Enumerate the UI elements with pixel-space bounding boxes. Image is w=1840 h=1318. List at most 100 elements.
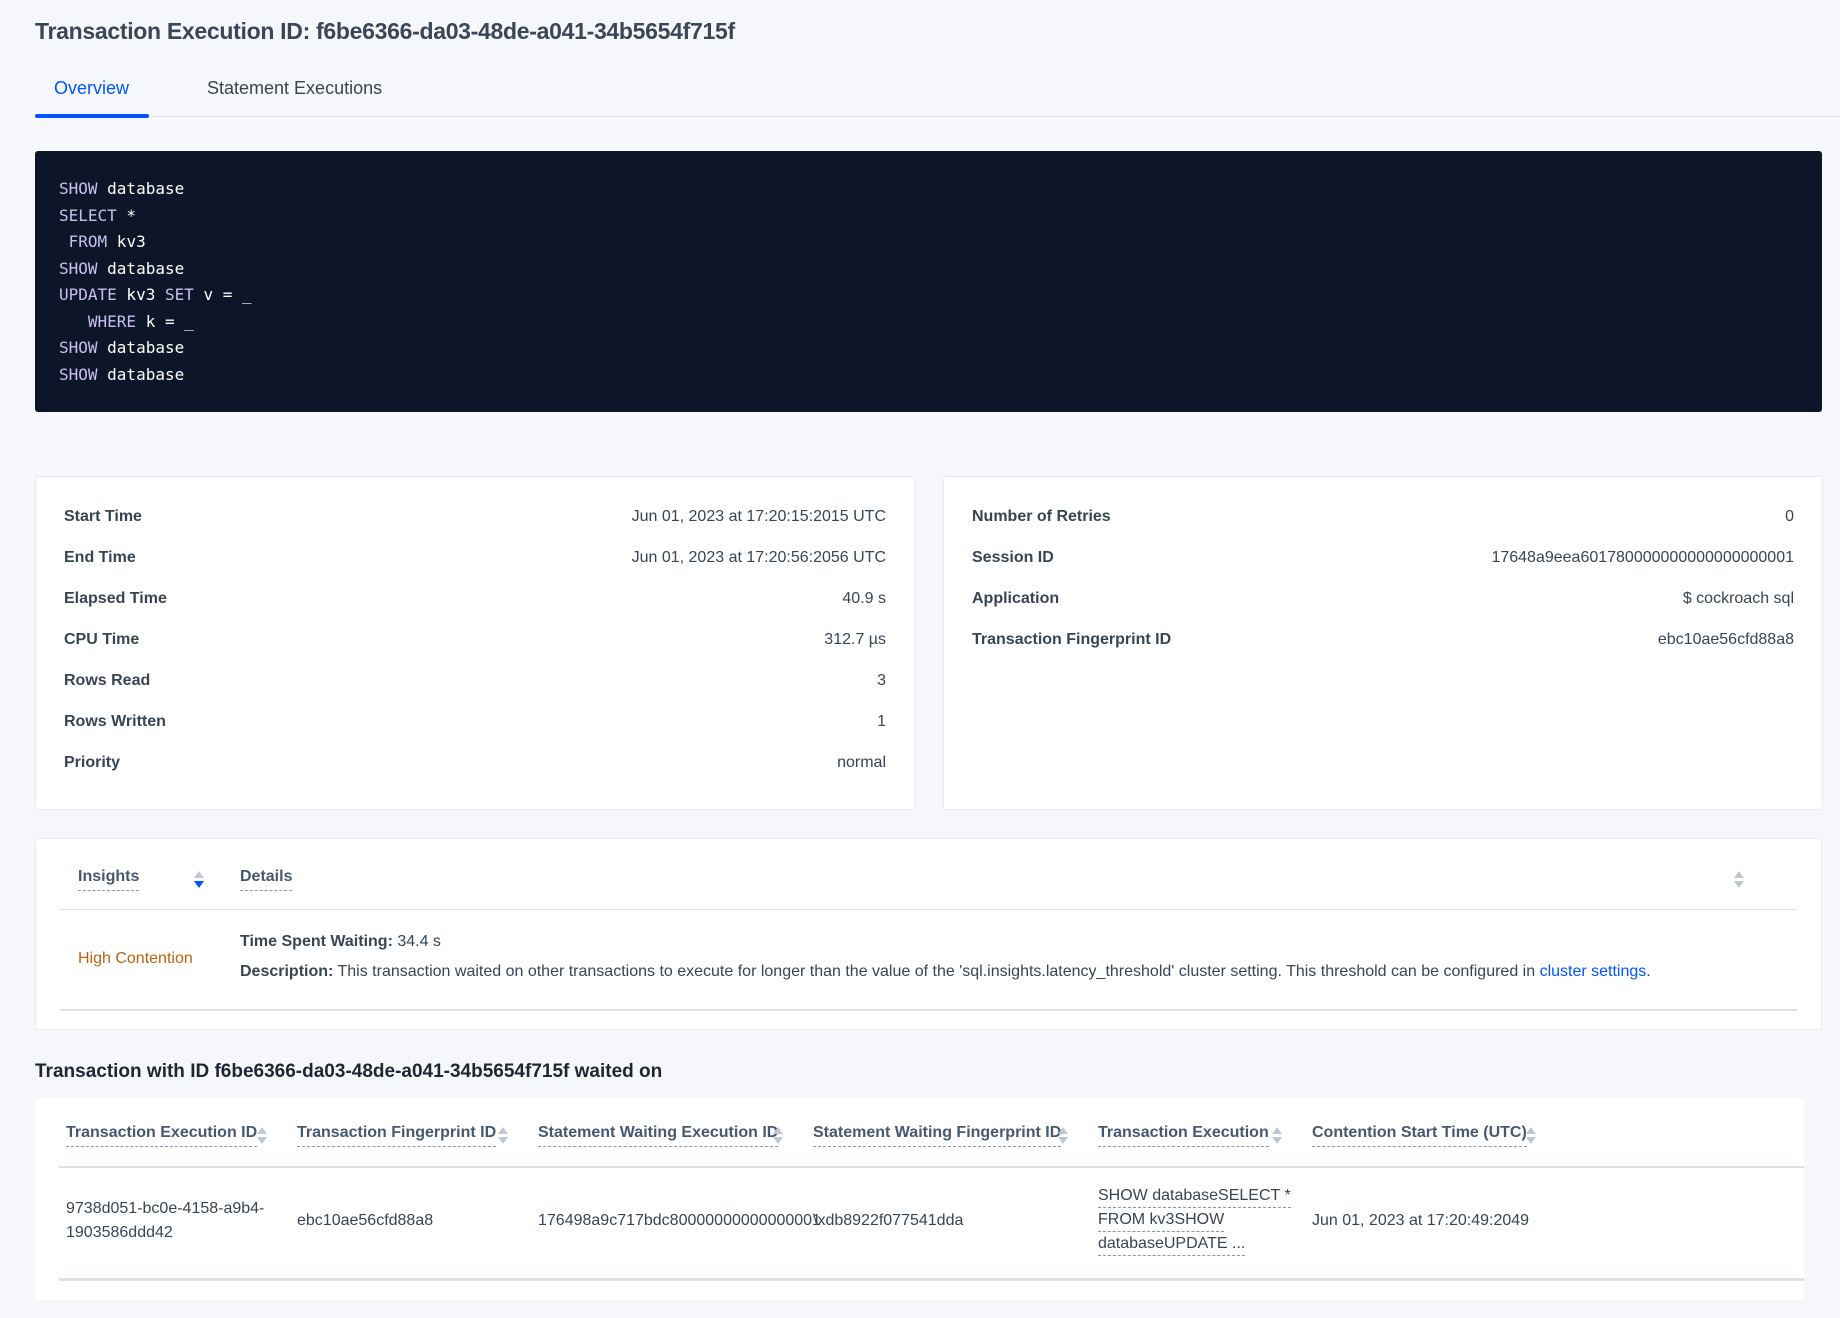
sort-icon[interactable] (194, 871, 204, 889)
sql-keyword: SHOW (59, 338, 98, 357)
summary-value: Jun 01, 2023 at 17:20:56:2056 UTC (631, 549, 886, 566)
column-header[interactable]: Contention Start Time (UTC) (1312, 1124, 1527, 1147)
sql-keyword: SET (164, 285, 194, 304)
summary-value: $ cockroach sql (1682, 590, 1794, 607)
summary-label: Elapsed Time (64, 590, 167, 607)
summary-row: Transaction Fingerprint ID ebc10ae56cfd88… (972, 631, 1794, 649)
sql-keyword: WHERE (59, 311, 137, 331)
insights-card: Insights Details High Contention Time Sp… (35, 838, 1822, 1030)
summary-row: Elapsed Time 40.9 s (64, 590, 886, 608)
sql-text: database (97, 179, 185, 198)
sql-text: database (97, 258, 185, 278)
divider (59, 1166, 1804, 1168)
insights-header[interactable]: Insights (78, 868, 140, 891)
transaction-execution-query[interactable]: SHOW databaseSELECT * (1098, 1185, 1291, 1208)
active-tab-indicator (35, 114, 149, 118)
sql-line: SHOW database (59, 362, 1798, 389)
cluster-settings-link[interactable]: cluster settings (1539, 963, 1647, 980)
summary-label: Session ID (972, 549, 1054, 566)
column-header[interactable]: Transaction Execution ID (66, 1124, 258, 1147)
sort-icon[interactable] (773, 1127, 783, 1145)
column-header[interactable]: Statement Waiting Fingerprint ID (813, 1124, 1062, 1147)
waited-on-table: Transaction Execution ID Transaction Fing… (35, 1098, 1804, 1300)
transaction-execution-id: 9738d051-bc0e-4158-a9b4-1903586ddd42 (66, 1200, 265, 1241)
summary-label: CPU Time (64, 631, 140, 648)
sql-text: database (97, 338, 185, 357)
sql-keyword: UPDATE (59, 285, 117, 304)
details-header[interactable]: Details (240, 868, 293, 891)
summary-row: Number of Retries 0 (972, 508, 1794, 526)
transaction-fingerprint-id: ebc10ae56cfd88a8 (297, 1212, 434, 1229)
insight-type: High Contention (78, 950, 193, 967)
column-header[interactable]: Statement Waiting Execution ID (538, 1124, 779, 1147)
tab-statement-executions[interactable]: Statement Executions (207, 78, 383, 98)
sql-keyword: SHOW (59, 364, 98, 384)
statement-waiting-fingerprint-id: \xdb8922f077541dda (813, 1212, 964, 1229)
column-header[interactable]: Transaction Execution (1098, 1124, 1269, 1147)
fingerprint-link[interactable]: ebc10ae56cfd88a8 (1657, 631, 1794, 648)
sql-code-block: SHOW database SELECT * FROM kv3 SHOW datab… (35, 151, 1822, 412)
divider (59, 1278, 1804, 1281)
summary-value: 312.7 µs (824, 631, 886, 648)
summary-value: normal (837, 754, 886, 771)
sort-icon[interactable] (1272, 1127, 1282, 1145)
summary-label: Rows Read (64, 672, 151, 689)
sort-icon[interactable] (1526, 1127, 1536, 1145)
summary-value: 40.9 s (842, 590, 886, 607)
sql-line: WHERE k = _ (59, 309, 1798, 336)
sort-icon[interactable] (498, 1127, 508, 1145)
tab-bar: Overview Statement Executions (35, 72, 1840, 118)
description-text: This transaction waited on other transac… (333, 963, 1540, 980)
description-label: Description: (240, 963, 334, 980)
sort-icon[interactable] (1058, 1127, 1068, 1145)
summary-label: Rows Written (64, 713, 166, 730)
summary-row: Rows Written 1 (64, 713, 886, 731)
summary-card-left: Start Time Jun 01, 2023 at 17:20:15:2015 … (35, 476, 915, 810)
sort-icon[interactable] (257, 1127, 267, 1145)
column-header[interactable]: Transaction Fingerprint ID (297, 1124, 497, 1147)
waited-on-heading: Transaction with ID f6be6366-da03-48de-a… (35, 1061, 663, 1082)
sql-line: SELECT * (59, 203, 1798, 230)
insight-description: Description: This transaction waited on … (240, 960, 1651, 984)
summary-row: Start Time Jun 01, 2023 at 17:20:15:2015 … (64, 508, 886, 526)
sql-text: kv3 (107, 232, 146, 251)
summary-label: Transaction Fingerprint ID (972, 631, 1172, 648)
summary-row: End Time Jun 01, 2023 at 17:20:56:2056 UT… (64, 549, 886, 567)
statement-waiting-execution-id: 176498a9c717bdc80000000000000001 (538, 1212, 821, 1229)
summary-value: Jun 01, 2023 at 17:20:15:2015 UTC (631, 508, 886, 525)
sql-text: database (97, 364, 185, 384)
summary-row: Application $ cockroach sql (972, 590, 1794, 608)
tab-overview[interactable]: Overview (54, 78, 130, 98)
time-label: Time Spent Waiting: (240, 933, 393, 950)
sql-line: FROM kv3 (59, 229, 1798, 256)
sql-text: * (116, 205, 137, 225)
summary-row: Rows Read 3 (64, 672, 886, 690)
sql-line: SHOW database (59, 176, 1798, 203)
divider (60, 1009, 1797, 1011)
sql-text: k = _ (136, 311, 194, 331)
sql-line: UPDATE kv3 SET v = _ (59, 282, 1798, 309)
sql-line: SHOW database (59, 335, 1798, 362)
sql-keyword: SHOW (59, 179, 98, 198)
time-value: 34.4 s (392, 933, 441, 950)
sql-text: kv3 (116, 285, 165, 304)
sql-keyword: FROM (59, 232, 108, 251)
summary-card-right: Number of Retries 0 Session ID 17648a9eea60… (943, 476, 1823, 810)
page-title: Transaction Execution ID: f6be6366-da03-… (35, 18, 735, 44)
description-end: . (1646, 963, 1651, 980)
summary-row: Priority normal (64, 754, 886, 772)
sort-icon[interactable] (1734, 871, 1744, 889)
summary-label: End Time (64, 549, 136, 566)
summary-row: Session ID 17648a9eea60178000000000000000… (972, 549, 1794, 567)
summary-value: 17648a9eea601780000000000000000001 (1491, 549, 1794, 566)
sql-line: SHOW database (59, 256, 1798, 283)
summary-label: Number of Retries (972, 508, 1111, 525)
summary-value: 3 (877, 672, 886, 689)
transaction-execution-query[interactable]: FROM kv3SHOW (1098, 1209, 1225, 1232)
transaction-execution-query[interactable]: databaseUPDATE ... (1098, 1233, 1246, 1256)
divider (60, 909, 1797, 910)
summary-label: Application (972, 590, 1060, 607)
summary-row: CPU Time 312.7 µs (64, 631, 886, 649)
time-spent-waiting: Time Spent Waiting: 34.4 s (240, 930, 441, 954)
sql-text: v = _ (193, 285, 252, 304)
